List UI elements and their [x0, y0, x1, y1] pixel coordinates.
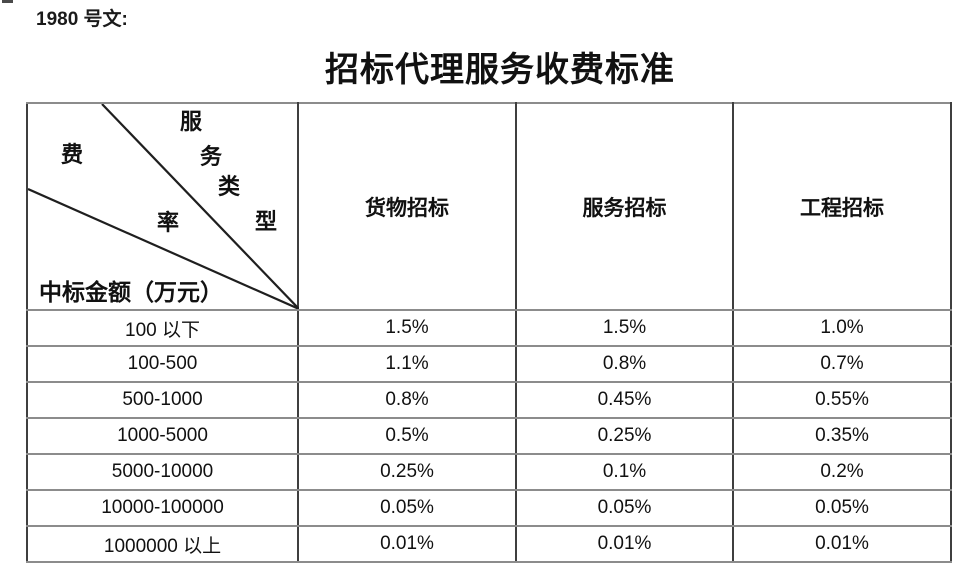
table-row: 10000-100000 0.05% 0.05% 0.05%: [26, 489, 952, 527]
table-row: 1000-5000 0.5% 0.25% 0.35%: [26, 417, 952, 455]
fee-value: 0.25%: [515, 417, 734, 455]
fee-value: 0.01%: [515, 525, 734, 563]
fee-value: 0.25%: [297, 453, 517, 491]
row-label: 100 以下: [26, 309, 299, 347]
fee-value: 1.5%: [297, 309, 517, 347]
row-label: 500-1000: [26, 381, 299, 419]
fee-value: 0.05%: [732, 489, 952, 527]
fee-value: 0.45%: [515, 381, 734, 419]
row-label: 100-500: [26, 345, 299, 383]
fee-value: 0.2%: [732, 453, 952, 491]
diagonal-header-cell: 服 费 务 类 率 型 中标金额（万元）: [26, 102, 299, 311]
doc-number-label: 1980 号文:: [36, 9, 128, 30]
fee-value: 0.55%: [732, 381, 952, 419]
screen-edge-artifact: [2, 0, 13, 3]
row-label: 1000000 以上: [26, 525, 299, 563]
corner-char-service-1: 服: [180, 109, 203, 134]
diagonal-header-inner: 服 费 务 类 率 型 中标金额（万元）: [28, 104, 299, 309]
fee-value: 0.35%: [732, 417, 952, 455]
column-header-services: 服务招标: [515, 102, 734, 311]
fee-value: 0.01%: [297, 525, 517, 563]
row-label: 10000-100000: [26, 489, 299, 527]
fee-value: 0.7%: [732, 345, 952, 383]
table-row: 1000000 以上 0.01% 0.01% 0.01%: [26, 525, 952, 563]
fee-value: 1.0%: [732, 309, 952, 347]
corner-char-service-4: 型: [255, 209, 278, 234]
header-diagonal-lines: [28, 104, 299, 309]
row-label: 1000-5000: [26, 417, 299, 455]
corner-char-service-3: 类: [218, 174, 241, 199]
fee-table: 服 费 务 类 率 型 中标金额（万元） 货物招标 服务招标 工程招标 100 …: [26, 102, 952, 563]
fee-value: 0.8%: [515, 345, 734, 383]
column-header-engineering: 工程招标: [732, 102, 952, 311]
page-title: 招标代理服务收费标准: [325, 52, 675, 89]
fee-value: 1.5%: [515, 309, 734, 347]
corner-char-service-2: 务: [200, 144, 223, 169]
corner-char-rate-2: 率: [157, 210, 180, 235]
amount-axis-label: 中标金额（万元）: [39, 280, 223, 305]
fee-value: 0.01%: [732, 525, 952, 563]
fee-value: 0.1%: [515, 453, 734, 491]
table-row: 500-1000 0.8% 0.45% 0.55%: [26, 381, 952, 419]
fee-value: 0.8%: [297, 381, 517, 419]
table-row: 100 以下 1.5% 1.5% 1.0%: [26, 309, 952, 347]
corner-char-rate-1: 费: [61, 142, 84, 167]
table-row: 5000-10000 0.25% 0.1% 0.2%: [26, 453, 952, 491]
fee-value: 0.05%: [297, 489, 517, 527]
fee-value: 1.1%: [297, 345, 517, 383]
table-header-row: 服 费 务 类 率 型 中标金额（万元） 货物招标 服务招标 工程招标: [26, 102, 952, 311]
fee-value: 0.5%: [297, 417, 517, 455]
fee-value: 0.05%: [515, 489, 734, 527]
table-row: 100-500 1.1% 0.8% 0.7%: [26, 345, 952, 383]
row-label: 5000-10000: [26, 453, 299, 491]
column-header-goods: 货物招标: [297, 102, 517, 311]
